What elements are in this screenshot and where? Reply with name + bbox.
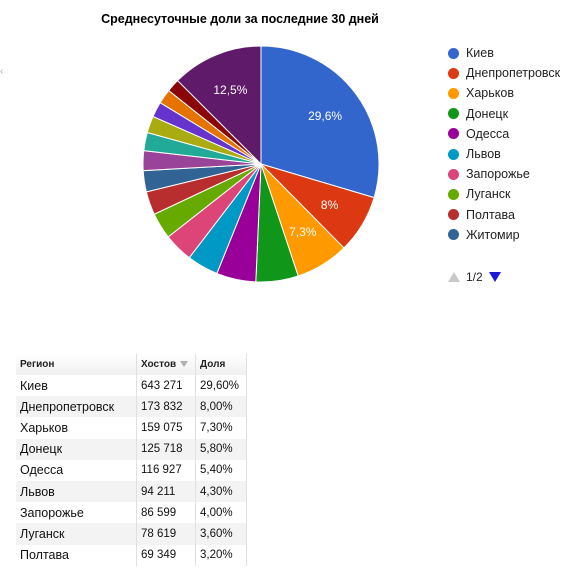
region-cell: Одесса xyxy=(16,459,137,481)
table-row[interactable]: Донецк 125 718 5,80% xyxy=(16,438,247,460)
legend-label: Киев xyxy=(466,46,494,61)
pie-slice[interactable] xyxy=(260,45,380,199)
legend-label: Полтава xyxy=(466,207,515,222)
region-cell: Полтава xyxy=(16,544,137,566)
region-cell: Киев xyxy=(16,375,137,397)
chart-title: Среднесуточные доли за последние 30 дней xyxy=(101,12,379,26)
table-header-row: Регион Хостов Доля xyxy=(16,354,247,375)
hosts-cell: 94 211 xyxy=(136,480,196,503)
legend-item[interactable]: Днепропетровск xyxy=(448,63,560,83)
pie-slice-label: 12,5% xyxy=(213,83,247,97)
legend-label: Одесса xyxy=(466,126,510,141)
legend-prev-page-button[interactable] xyxy=(448,272,460,282)
pie-slices xyxy=(142,45,380,283)
share-cell: 5,40% xyxy=(195,459,247,481)
hosts-cell: 116 927 xyxy=(136,459,196,481)
legend-label: Донецк xyxy=(466,106,509,121)
hosts-cell: 69 349 xyxy=(136,544,196,566)
chart-legend: Киев Днепропетровск Харьков Донецк Одесса Льв… xyxy=(448,43,560,245)
hosts-cell: 86 599 xyxy=(136,502,196,524)
legend-swatch xyxy=(448,87,459,99)
column-header-share[interactable]: Доля xyxy=(195,354,247,375)
table-row[interactable]: Харьков 159 075 7,30% xyxy=(16,417,247,439)
sort-desc-icon xyxy=(180,361,189,368)
legend-label: Запорожье xyxy=(466,167,530,182)
region-cell: Луганск xyxy=(16,523,137,545)
legend-label: Харьков xyxy=(466,86,514,101)
legend-item[interactable]: Львов xyxy=(448,144,560,164)
legend-swatch xyxy=(448,108,459,120)
legend-item[interactable]: Луганск xyxy=(448,184,560,204)
legend-item[interactable]: Киев xyxy=(448,43,560,63)
pie-slice-label: 7,3% xyxy=(289,225,317,239)
region-cell: Запорожье xyxy=(16,502,137,524)
hosts-cell: 78 619 xyxy=(136,523,196,545)
hosts-cell: 159 075 xyxy=(136,417,196,439)
region-cell: Харьков xyxy=(16,417,137,439)
hosts-cell: 173 832 xyxy=(136,396,196,418)
table-row[interactable]: Днепропетровск 173 832 8,00% xyxy=(16,396,247,418)
legend-label: Житомир xyxy=(466,227,520,242)
share-cell: 3,20% xyxy=(195,544,247,566)
legend-swatch xyxy=(448,188,459,200)
table-row[interactable]: Львов 94 211 4,30% xyxy=(16,480,247,503)
legend-item[interactable]: Запорожье xyxy=(448,164,560,184)
legend-page-indicator: 1/2 xyxy=(466,270,483,284)
legend-swatch xyxy=(448,128,459,140)
legend-label: Львов xyxy=(466,147,501,162)
legend-item[interactable]: Житомир xyxy=(448,225,560,245)
column-header-hosts[interactable]: Хостов xyxy=(136,354,196,375)
hosts-cell: 643 271 xyxy=(136,375,196,397)
left-edge-mark: ‹ xyxy=(0,66,4,77)
share-cell: 29,60% xyxy=(195,375,247,397)
legend-swatch xyxy=(448,229,459,241)
legend-item[interactable]: Харьков xyxy=(448,83,560,103)
legend-item[interactable]: Донецк xyxy=(448,104,560,124)
region-cell: Львов xyxy=(16,480,137,503)
pie-slice-label: 29,6% xyxy=(308,109,342,123)
legend-item[interactable]: Одесса xyxy=(448,124,560,144)
table-row[interactable]: Киев 643 271 29,60% xyxy=(16,375,247,397)
table-row[interactable]: Луганск 78 619 3,60% xyxy=(16,523,247,545)
legend-swatch xyxy=(448,148,459,160)
legend-label: Луганск xyxy=(466,187,511,202)
table-row[interactable]: Полтава 69 349 3,20% xyxy=(16,544,247,566)
legend-swatch xyxy=(448,47,459,59)
table-body: Киев 643 271 29,60% Днепропетровск 173 832 8,… xyxy=(16,375,247,566)
legend-swatch xyxy=(448,67,459,79)
share-cell: 7,30% xyxy=(195,417,247,439)
table-row[interactable]: Запорожье 86 599 4,00% xyxy=(16,502,247,524)
pie-slice-label: 8% xyxy=(321,198,339,212)
region-cell: Донецк xyxy=(16,438,137,460)
legend-swatch xyxy=(448,168,459,180)
legend-label: Днепропетровск xyxy=(466,66,561,81)
legend-item[interactable]: Полтава xyxy=(448,205,560,225)
pie-chart: 29,6% 8% 7,3% 12,5% xyxy=(142,45,380,283)
share-cell: 4,00% xyxy=(195,502,247,524)
share-cell: 5,80% xyxy=(195,438,247,460)
region-table: Регион Хостов Доля Киев 643 271 29,60% Днеп… xyxy=(16,354,247,566)
pie-slice[interactable] xyxy=(176,45,262,166)
legend-next-page-button[interactable] xyxy=(488,272,501,282)
region-cell: Днепропетровск xyxy=(16,396,137,418)
pie-labels: 29,6% 8% 7,3% 12,5% xyxy=(213,83,342,239)
share-cell: 4,30% xyxy=(195,480,247,503)
share-cell: 8,00% xyxy=(195,396,247,418)
hosts-cell: 125 718 xyxy=(136,438,196,460)
column-header-region[interactable]: Регион xyxy=(16,354,137,375)
share-cell: 3,60% xyxy=(195,523,247,545)
legend-swatch xyxy=(448,209,459,221)
table-row[interactable]: Одесса 116 927 5,40% xyxy=(16,459,247,481)
legend-pager: 1/2 xyxy=(448,270,501,284)
